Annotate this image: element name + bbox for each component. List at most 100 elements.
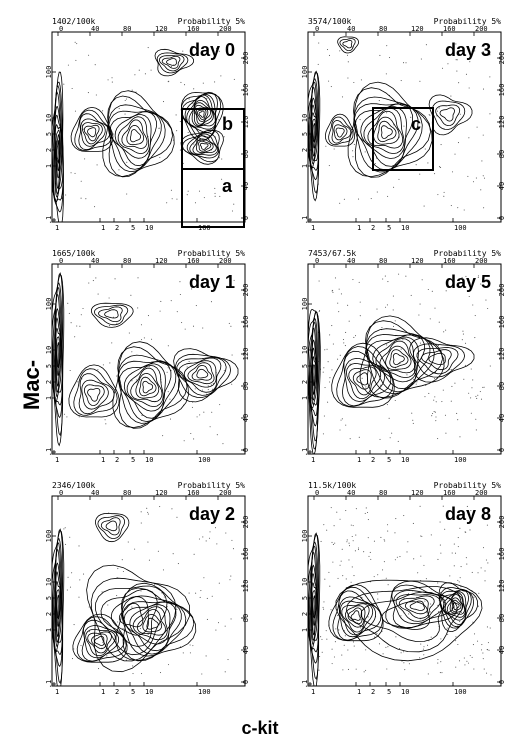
event-dot [398, 273, 400, 275]
contour-line [308, 78, 320, 181]
contour-line [312, 118, 316, 149]
contour-line [142, 380, 154, 394]
event-dot [475, 395, 477, 397]
event-dot [457, 419, 459, 421]
event-dot [183, 84, 186, 86]
left-tick-label: .1 [301, 680, 309, 688]
event-dot [176, 130, 178, 132]
contour-line [135, 372, 160, 399]
event-dot [439, 544, 441, 546]
event-dot [332, 291, 334, 293]
event-dot [427, 162, 429, 164]
event-dot [342, 669, 344, 671]
contour-line [52, 273, 65, 447]
probability-label: Probability 5% [178, 249, 246, 258]
right-tick-label: 40 [498, 414, 506, 422]
event-dot [93, 206, 96, 208]
event-dot [358, 436, 360, 438]
left-tick-label: 5 [301, 596, 309, 600]
event-dot [472, 644, 474, 646]
event-dot [208, 537, 211, 539]
contour-line [379, 340, 416, 374]
contour-line [174, 353, 232, 398]
probability-label: Probability 5% [434, 249, 502, 258]
event-dot [73, 648, 75, 650]
event-count-label: 1402/100k [52, 17, 96, 26]
top-tick-label: 40 [347, 25, 355, 33]
event-dot [413, 123, 415, 125]
contour-line [52, 529, 65, 686]
event-dot [148, 559, 150, 561]
event-dot [84, 158, 86, 160]
event-dot [430, 534, 432, 536]
event-dot [412, 422, 414, 424]
event-dot [206, 618, 208, 621]
event-dot [215, 629, 217, 631]
event-count-label: 3574/100k [308, 17, 352, 26]
event-dot [483, 177, 486, 179]
event-dot [447, 63, 449, 65]
event-dot [108, 297, 110, 299]
event-dot [216, 434, 218, 436]
event-dot [78, 596, 80, 598]
event-dot [334, 277, 336, 279]
event-dot [233, 279, 235, 281]
event-dot [352, 278, 354, 281]
event-dot [410, 294, 412, 296]
event-dot [328, 164, 330, 167]
event-dot [198, 275, 200, 277]
event-dot [170, 65, 172, 68]
event-dot [130, 294, 132, 296]
event-dot [357, 548, 360, 551]
event-dot [442, 389, 444, 391]
contour-line [73, 368, 118, 416]
event-dot [169, 398, 171, 400]
left-tick-label: 1 [301, 628, 309, 632]
event-dot [147, 47, 149, 49]
event-dot [355, 508, 357, 510]
event-dot [422, 648, 424, 650]
event-dot [144, 73, 146, 75]
event-dot [427, 673, 429, 675]
event-dot [478, 592, 480, 594]
event-dot [203, 577, 205, 579]
event-dot [331, 369, 333, 371]
event-dot [121, 559, 123, 561]
event-dot [385, 577, 387, 579]
event-dot [202, 327, 204, 329]
event-dot [68, 312, 70, 314]
top-tick-label: 200 [475, 257, 488, 265]
event-dot [76, 325, 78, 327]
day-label: day 3 [445, 40, 491, 60]
event-dot [449, 575, 451, 577]
top-tick-label: 80 [379, 489, 387, 497]
event-dot [385, 73, 387, 75]
event-dot [358, 281, 360, 283]
event-dot [459, 577, 461, 579]
event-dot [341, 654, 343, 656]
bottom-tick-label: 10 [401, 456, 409, 464]
contour-line [449, 597, 464, 614]
event-dot [88, 54, 90, 56]
event-dot [333, 148, 335, 150]
contour-line [333, 124, 348, 141]
event-dot [423, 654, 425, 656]
event-dot [457, 207, 459, 209]
event-dot [138, 69, 140, 71]
event-dot [168, 80, 170, 82]
event-dot [340, 560, 342, 562]
event-dot [87, 92, 89, 94]
event-dot [384, 540, 386, 542]
event-dot [429, 616, 431, 618]
event-dot [348, 545, 351, 547]
event-dot [359, 119, 361, 121]
event-dot [433, 378, 436, 380]
contour-line [310, 97, 318, 165]
contour-line [308, 310, 319, 442]
right-tick-label: 120 [242, 116, 250, 129]
contour-line [341, 603, 370, 633]
contour-line [335, 127, 345, 138]
event-dot [483, 668, 485, 670]
event-dot [176, 609, 178, 611]
event-dot [132, 672, 134, 675]
